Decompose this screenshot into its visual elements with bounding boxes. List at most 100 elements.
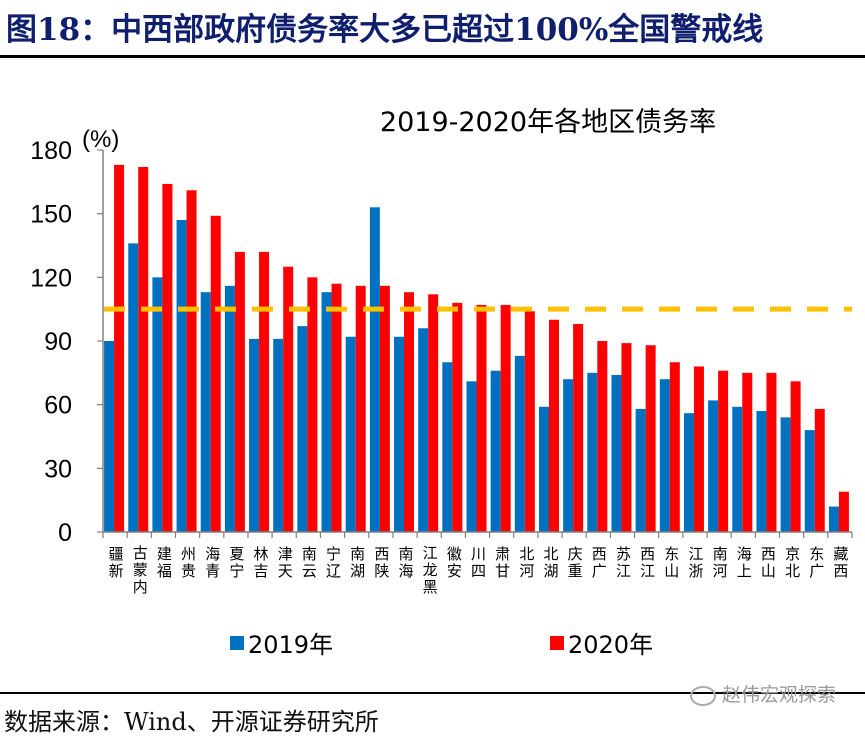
y-tick-label: 150: [30, 201, 72, 229]
bar-2019-22: [635, 408, 646, 532]
x-tick-label: 河北: [519, 545, 534, 580]
x-tick-label: 上海: [737, 545, 752, 580]
bar-2019-16: [490, 370, 501, 532]
legend-swatch-0: [230, 636, 244, 650]
bar-2020-1: [138, 166, 149, 532]
bar-2020-17: [524, 311, 535, 532]
x-tick-label: 山西: [761, 545, 776, 580]
bar-2019-12: [394, 336, 405, 532]
bar-2019-26: [732, 406, 743, 532]
x-tick-label: 安徽: [447, 545, 462, 580]
x-tick-label: 福建: [157, 545, 172, 580]
bar-2019-2: [152, 277, 163, 532]
bar-2019-20: [587, 372, 598, 532]
y-tick-label: 60: [44, 392, 72, 420]
bar-2020-8: [307, 277, 318, 532]
x-tick-label: 甘肃: [495, 545, 510, 580]
x-tick-label: 西藏: [833, 545, 848, 580]
x-tick-label: 陕西: [374, 545, 389, 580]
bar-2019-9: [321, 292, 332, 532]
bar-2020-24: [693, 366, 704, 532]
bar-2020-14: [452, 302, 463, 532]
y-tick-label: 0: [58, 519, 72, 547]
bar-2020-4: [210, 215, 221, 533]
figure-title: 图18：中西部政府债务率大多已超过100%全国警戒线: [6, 12, 764, 48]
bar-2020-19: [573, 324, 584, 532]
bar-2019-14: [442, 362, 453, 532]
x-tick-label: 新疆: [109, 545, 124, 580]
bar-2019-1: [128, 243, 139, 532]
x-tick-label: 青海: [205, 545, 220, 580]
x-tick-label: 海南: [399, 545, 414, 580]
bottom-divider: [0, 692, 865, 694]
top-divider: [0, 55, 865, 58]
bar-chart: 2019-2020年各地区债务率 (%) 0 30 60 90 120 150 180 新疆…: [30, 107, 853, 659]
bar-2020-0: [114, 164, 125, 532]
bar-2020-23: [669, 362, 680, 532]
bar-2020-27: [766, 372, 777, 532]
bar-2019-5: [224, 285, 235, 532]
bar-2020-2: [162, 183, 173, 532]
watermark-text: 赵伟宏观探索: [722, 684, 837, 706]
x-tick-label: 吉林: [254, 545, 269, 580]
x-tick-label: 宁夏: [229, 545, 244, 580]
bar-2020-28: [790, 381, 801, 532]
bar-2019-19: [563, 379, 574, 532]
source-note: 数据来源：Wind、开源证券研究所: [4, 708, 379, 736]
bar-2019-30: [828, 506, 839, 532]
y-tick-label: 90: [44, 328, 72, 356]
bar-2020-16: [500, 304, 511, 532]
bar-2019-7: [273, 338, 284, 532]
bar-2019-13: [418, 328, 429, 532]
y-tick-label: 120: [30, 264, 72, 292]
x-tick-label: 贵州: [181, 545, 196, 580]
bar-2019-18: [538, 406, 549, 532]
watermark: 赵伟宏观探索: [690, 680, 836, 707]
chart-title: 2019-2020年各地区债务率: [380, 107, 716, 138]
x-tick-label: 辽宁: [326, 545, 341, 580]
x-tick-label: 湖南: [350, 545, 365, 580]
bar-2020-5: [234, 251, 245, 532]
bar-2019-8: [297, 326, 308, 532]
bar-2020-12: [404, 292, 415, 532]
bar-2019-4: [200, 292, 211, 532]
x-tick-label: 山东: [664, 545, 679, 580]
bar-2019-29: [804, 430, 815, 532]
bar-2019-11: [369, 207, 380, 533]
y-tick-label: 180: [30, 137, 72, 165]
bar-2019-3: [176, 220, 187, 533]
bar-2020-22: [645, 345, 656, 532]
bar-2019-17: [514, 355, 525, 532]
bar-2019-15: [466, 381, 477, 532]
bar-2019-10: [345, 336, 356, 532]
bar-2020-30: [838, 491, 849, 532]
bar-2019-0: [104, 341, 115, 532]
legend-label-1: 2020年: [568, 631, 653, 659]
bar-2020-29: [814, 408, 825, 532]
bar-2020-26: [742, 372, 753, 532]
bar-2019-25: [708, 400, 719, 532]
x-tick-label: 广东: [809, 545, 824, 580]
x-tick-label: 江苏: [616, 545, 631, 580]
bar-2019-23: [659, 379, 670, 532]
bar-2020-13: [428, 294, 439, 532]
x-tick-label: 北京: [785, 545, 800, 580]
bar-2020-6: [259, 251, 270, 532]
x-tick-label: 江西: [640, 545, 655, 580]
legend-label-0: 2019年: [248, 631, 333, 659]
bar-2020-25: [718, 370, 729, 532]
bar-2020-3: [186, 190, 197, 533]
bar-2020-10: [355, 285, 366, 532]
x-tick-label: 重庆: [568, 545, 583, 580]
x-tick-label: 黑龙江: [423, 544, 438, 596]
x-tick-label: 四川: [471, 545, 486, 580]
y-tick-label: 30: [44, 455, 72, 483]
bar-2019-27: [756, 411, 767, 532]
x-tick-label: 天津: [278, 545, 293, 580]
bar-2020-15: [476, 304, 487, 532]
bar-2020-18: [548, 319, 559, 532]
x-tick-label: 浙江: [688, 545, 703, 580]
bar-2020-7: [283, 266, 294, 532]
bar-2019-24: [683, 413, 694, 532]
legend-swatch-1: [550, 636, 564, 650]
